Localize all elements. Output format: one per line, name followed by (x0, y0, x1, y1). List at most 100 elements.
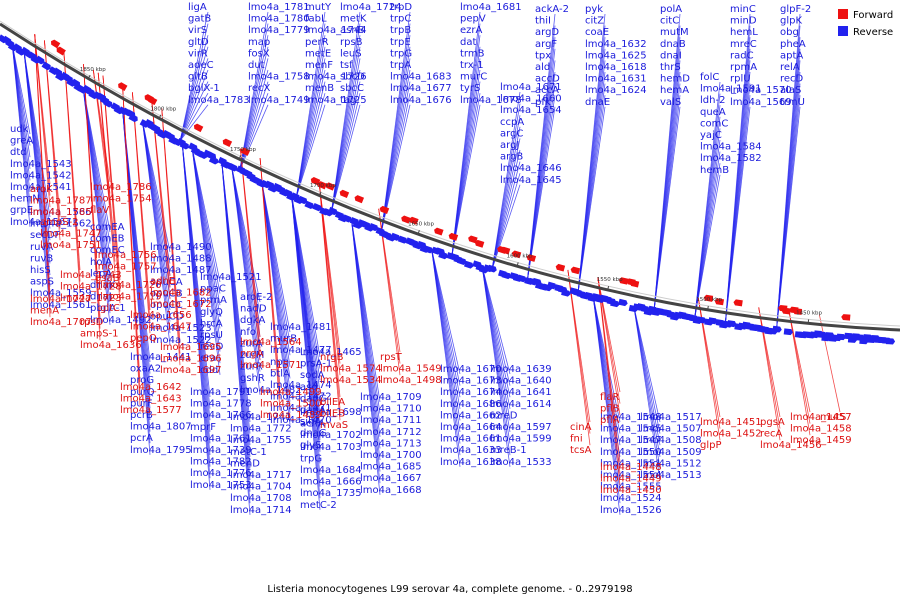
reverse-gene-label: lmo4a_1710 (360, 404, 422, 415)
scale-tick-label: 1450 kbp (796, 310, 822, 316)
reverse-gene-label: mreD (490, 410, 518, 421)
reverse-gene-label: hemD (660, 74, 690, 85)
reverse-gene-label: murB (270, 334, 297, 345)
forward-gene-label: lmo4a_1451 (700, 417, 762, 428)
scale-tick-label: 1850 kbp (80, 67, 106, 73)
forward-gene-label: lmo4a_1449 (600, 474, 662, 485)
reverse-gene-arrow (128, 113, 138, 123)
reverse-gene-arrow (423, 245, 434, 254)
reverse-gene-label: lmo4a_1584 (700, 142, 762, 153)
forward-label-leader (818, 314, 841, 413)
reverse-gene-label: obg (780, 27, 799, 38)
reverse-gene-label: lmo4a_1640 (490, 376, 552, 387)
forward-gene-arrow (526, 254, 537, 262)
reverse-gene-arrow (501, 271, 512, 280)
forward-gene-label: lmo4a_1457 (790, 412, 852, 423)
reverse-gene-label: lmo4a_1555 (600, 482, 662, 493)
forward-gene-label: lmo4a_1564 (240, 337, 302, 348)
reverse-gene-label: hemB (700, 165, 729, 176)
reverse-label-leader (221, 161, 251, 515)
reverse-label-leader (776, 106, 801, 330)
reverse-gene-label: valS (660, 97, 681, 108)
reverse-label-leader (296, 93, 326, 197)
reverse-gene-label: asnB (340, 25, 365, 36)
reverse-gene-label: hemA (660, 85, 689, 96)
reverse-gene-label: bglX-1 (188, 83, 220, 94)
reverse-gene-arrow (342, 214, 352, 223)
reverse-gene-label: virR (188, 48, 208, 59)
forward-gene-label: lmo4a_1672 (150, 299, 212, 310)
forward-gene-arrow (703, 294, 714, 302)
reverse-gene-label: gatB (188, 14, 211, 25)
reverse-gene-arrow (516, 274, 527, 283)
reverse-gene-label: dnaE (585, 97, 610, 108)
reverse-gene-label: lmo4a_1779 (248, 25, 310, 36)
reverse-gene-label: lmo4a_1512 (640, 458, 702, 469)
reverse-gene-label: nfo (240, 327, 256, 338)
reverse-label-leader (231, 166, 261, 395)
forward-gene-label: lmo4a_1574 (320, 364, 382, 375)
reverse-gene-label: lmo4a_1474 (270, 380, 332, 391)
reverse-gene-label: lmo4a_1713 (360, 438, 422, 449)
reverse-gene-label: mprF (190, 422, 216, 433)
reverse-gene-label: lmo4a_1597 (490, 422, 552, 433)
forward-gene-label: gltC (100, 303, 120, 314)
reverse-gene-label: lmo4a_1780 (248, 14, 310, 25)
reverse-gene-label: trpE (390, 37, 411, 48)
reverse-gene-label: dnaB (660, 39, 686, 50)
reverse-gene-arrow (228, 163, 238, 172)
reverse-gene-label: perR (305, 37, 329, 48)
reverse-gene-label: lmo4a_1753 (190, 480, 252, 491)
scale-ticks: 1850 kbp 1800 kbp 1750 kbp 1700 kbp 1650 kbp… (80, 67, 823, 324)
reverse-label-leader (491, 184, 521, 270)
forward-gene-label: lmo4a_1499 (260, 387, 322, 398)
reverse-label-leader (179, 46, 209, 141)
forward-gene-label: pflA (600, 415, 620, 426)
forward-gene-label: rpsD (80, 317, 104, 328)
reverse-gene-label: minC (730, 4, 756, 15)
forward-gene-label: bilEB (320, 409, 345, 420)
reverse-gene-label: lmo4a_1641 (490, 387, 552, 398)
forward-gene-label: pgsA (760, 417, 785, 428)
reverse-gene-label: ezrA (460, 25, 483, 36)
forward-gene-label: lmo4a_1534 (320, 375, 382, 386)
reverse-gene-label: lmo4a_1567 (10, 217, 72, 228)
forward-gene-arrow (618, 277, 629, 285)
forward-gene-label: lmo4a_1727 (30, 294, 92, 305)
forward-gene-label: fni (570, 434, 583, 445)
genome-backbone (0, 20, 900, 332)
forward-gene-label: lmo4a_1577 (120, 405, 182, 416)
reverse-gene-arrow (696, 316, 707, 324)
reverse-gene-label: thiI (535, 16, 551, 27)
reverse-gene-label: rpmA (730, 62, 757, 73)
reverse-gene-label: lmo4a_1523 (150, 323, 212, 334)
reverse-gene-label: metC-1 (230, 447, 267, 458)
reverse-gene-label: menD (230, 458, 260, 469)
reverse-gene-label: trx-1 (460, 60, 484, 71)
forward-gene-label: flaR (600, 392, 619, 403)
reverse-gene-label: ruvA (30, 242, 53, 253)
reverse-gene-label: lmo4a_1625 (585, 50, 647, 61)
reverse-gene-arrow (772, 325, 782, 333)
reverse-gene-label: lmo4a_1778 (190, 399, 252, 410)
forward-label-leader (63, 52, 81, 294)
forward-gene-arrow (434, 227, 444, 236)
reverse-gene-label: rplU (730, 74, 751, 85)
reverse-gene-label: lmo4a_1507 (640, 424, 702, 435)
reverse-gene-label: lmo4a_1671 (500, 82, 562, 93)
reverse-label-leader (296, 58, 326, 197)
forward-gene-label: lmo4a_1571 (240, 360, 302, 371)
reverse-gene-label: ruvB (30, 253, 53, 264)
reverse-gene-label: btlA (270, 368, 290, 379)
reverse-gene-label: lmo4a_1524 (600, 493, 662, 504)
forward-gene-arrow (629, 280, 640, 288)
reverse-gene-label: lmo4a_1761 (190, 433, 252, 444)
reverse-gene-label: nadD (240, 304, 267, 315)
reverse-gene-arrow (885, 338, 896, 345)
reverse-gene-label: lmo4a_1717 (230, 470, 292, 481)
reverse-gene-label: adeC (188, 60, 214, 71)
reverse-gene-label: ligA (188, 2, 207, 13)
reverse-gene-label: aptA (780, 50, 803, 61)
reverse-gene-label: metC-2 (300, 500, 337, 511)
forward-gene-label: lmo4a_1754 (90, 194, 152, 205)
